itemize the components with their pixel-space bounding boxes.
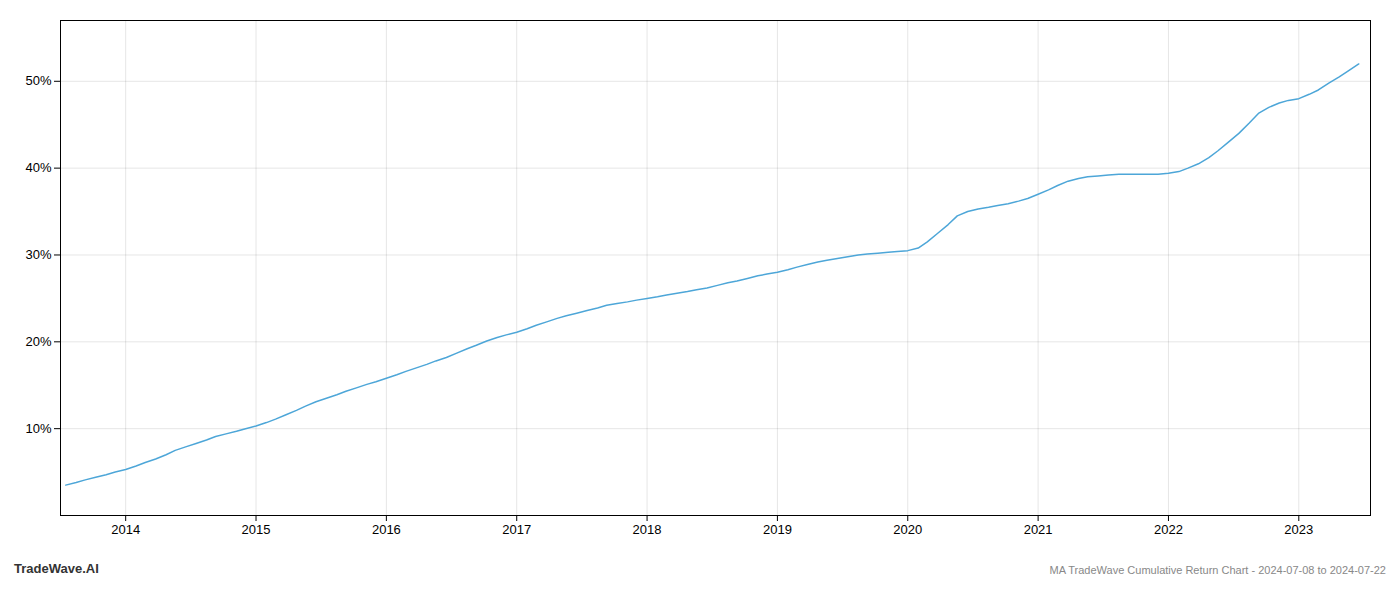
svg-text:2023: 2023 xyxy=(1284,522,1313,537)
svg-text:2022: 2022 xyxy=(1154,522,1183,537)
svg-text:10%: 10% xyxy=(25,421,51,436)
svg-text:40%: 40% xyxy=(25,160,51,175)
svg-text:50%: 50% xyxy=(25,73,51,88)
html-text:MA TradeWave Cumulative Return: MA TradeWave Cumulative Return Chart - 2… xyxy=(1049,564,1386,576)
svg-text:2021: 2021 xyxy=(1024,522,1053,537)
svg-text:2019: 2019 xyxy=(763,522,792,537)
html-text:TradeWave.AI: TradeWave.AI xyxy=(14,561,99,576)
svg-text:2017: 2017 xyxy=(502,522,531,537)
svg-text:2014: 2014 xyxy=(111,522,140,537)
svg-text:20%: 20% xyxy=(25,334,51,349)
svg-text:2016: 2016 xyxy=(372,522,401,537)
svg-text:30%: 30% xyxy=(25,247,51,262)
svg-text:2018: 2018 xyxy=(633,522,662,537)
svg-text:2015: 2015 xyxy=(242,522,271,537)
svg-text:2020: 2020 xyxy=(893,522,922,537)
